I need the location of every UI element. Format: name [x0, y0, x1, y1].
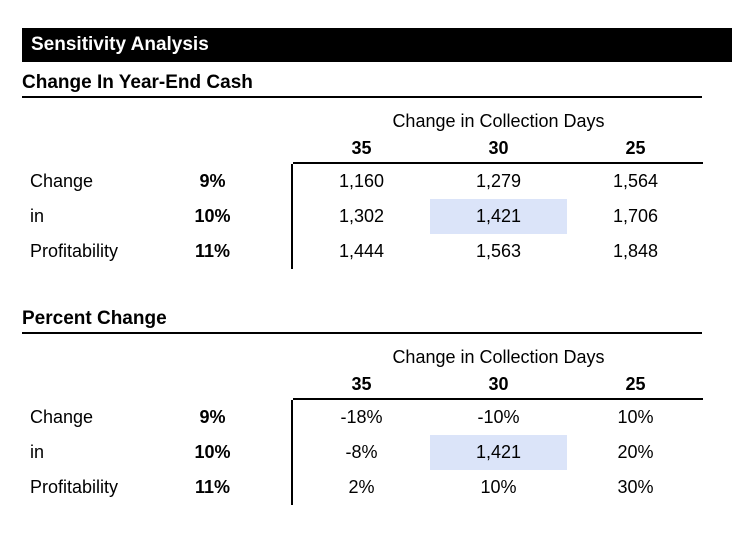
- sensitivity-analysis-report: Sensitivity Analysis Change In Year-End …: [0, 28, 732, 552]
- table-left-border: [265, 164, 293, 199]
- table-left-border: [265, 400, 293, 435]
- table-cell: 2%: [348, 477, 375, 497]
- table-cell: 1,706: [612, 206, 659, 226]
- table-cell: 1,564: [612, 171, 659, 191]
- column-group-label: Change in Collection Days: [392, 111, 605, 131]
- table-row: Profitability 11% 1,444 1,563 1,848: [22, 234, 732, 269]
- table-row: Change 9% 1,160 1,279 1,564: [22, 164, 732, 199]
- table-cell: -18%: [340, 407, 383, 427]
- table-row: in 10% -8% 1,421 20%: [22, 435, 732, 470]
- section-heading: Percent Change: [22, 304, 702, 334]
- table-body: Change 9% -18% -10% 10% in 10% -8% 1,421…: [0, 400, 732, 505]
- row-pct-value: 9%: [199, 171, 226, 191]
- column-header-30: 30: [488, 374, 509, 394]
- row-label: in: [30, 206, 45, 226]
- table-cell: 1,444: [338, 241, 385, 261]
- table-left-border: [265, 435, 293, 470]
- row-pct-value: 11%: [194, 477, 231, 497]
- column-header-30: 30: [488, 138, 509, 158]
- column-header-25: 25: [625, 138, 646, 158]
- table-cell: 10%: [617, 407, 654, 427]
- highlighted-table-cell: 1,421: [430, 435, 567, 470]
- table-row: Change 9% -18% -10% 10%: [22, 400, 732, 435]
- column-group-row: Change in Collection Days: [22, 108, 732, 132]
- row-pct-value: 11%: [194, 241, 231, 261]
- row-label: Profitability: [30, 241, 119, 261]
- report-title-bar: Sensitivity Analysis: [22, 28, 732, 62]
- row-label: Change: [30, 407, 94, 427]
- column-header-25: 25: [625, 374, 646, 394]
- section-change-in-year-end-cash: Change In Year-End Cash Change in Collec…: [0, 68, 732, 269]
- table-left-border: [265, 470, 293, 505]
- row-label: Profitability: [30, 477, 119, 497]
- row-pct-value: 9%: [199, 407, 226, 427]
- section-heading: Change In Year-End Cash: [22, 68, 702, 98]
- table-left-border: [265, 234, 293, 269]
- table-top-border: [293, 162, 703, 164]
- table-row: Profitability 11% 2% 10% 30%: [22, 470, 732, 505]
- section-percent-change: Percent Change Change in Collection Days…: [0, 304, 732, 505]
- table-cell: 30%: [617, 477, 654, 497]
- table-cell: 1,848: [612, 241, 659, 261]
- table-cell: -10%: [477, 407, 520, 427]
- table-cell: -8%: [345, 442, 378, 462]
- row-label: in: [30, 442, 45, 462]
- column-header-35: 35: [351, 374, 372, 394]
- column-group-label: Change in Collection Days: [392, 347, 605, 367]
- table-row: in 10% 1,302 1,421 1,706: [22, 199, 732, 234]
- table-body: Change 9% 1,160 1,279 1,564 in 10% 1,302…: [0, 164, 732, 269]
- table-cell: 20%: [617, 442, 654, 462]
- table-left-border: [265, 199, 293, 234]
- column-group-row: Change in Collection Days: [22, 344, 732, 368]
- table-cell: 1,302: [338, 206, 385, 226]
- row-label: Change: [30, 171, 94, 191]
- column-headers-row: 35 30 25: [22, 132, 732, 162]
- table-top-border: [293, 398, 703, 400]
- table-cell: 10%: [480, 477, 517, 497]
- table-cell: 1,279: [475, 171, 522, 191]
- row-pct-value: 10%: [194, 442, 231, 462]
- highlighted-table-cell: 1,421: [430, 199, 567, 234]
- table-cell: 1,160: [338, 171, 385, 191]
- column-header-35: 35: [351, 138, 372, 158]
- table-cell: 1,563: [475, 241, 522, 261]
- row-pct-value: 10%: [194, 206, 231, 226]
- column-headers-row: 35 30 25: [22, 368, 732, 398]
